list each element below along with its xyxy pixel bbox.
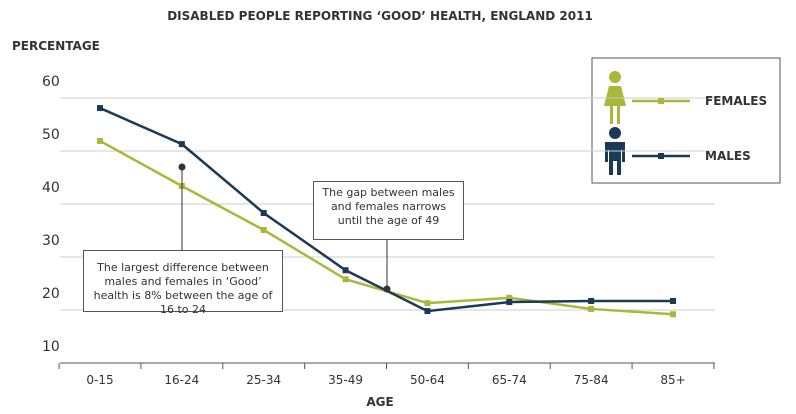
point (588, 305, 595, 312)
y-axis-label: PERCENTAGE (12, 39, 100, 53)
annotation-dot (383, 285, 391, 293)
point (342, 276, 349, 283)
x-tick-label: 16-24 (164, 373, 199, 387)
point (506, 294, 513, 301)
point (670, 297, 676, 304)
annotation: The largest difference between males and… (83, 250, 283, 316)
x-tick-label: 75-84 (574, 373, 609, 387)
legend-marker (658, 153, 664, 159)
point (342, 267, 349, 274)
point (97, 137, 103, 144)
legend-box (591, 57, 781, 184)
point (97, 105, 103, 112)
y-tick-label: 50 (42, 127, 60, 143)
point (424, 308, 431, 315)
y-tick-label: 20 (42, 286, 60, 302)
point (588, 297, 595, 304)
x-tick-label: 85+ (660, 373, 685, 387)
point (670, 311, 676, 318)
x-tick-label: 25-34 (246, 373, 281, 387)
legend-label: MALES (705, 149, 751, 163)
legend-marker (658, 98, 664, 104)
annotation-dot (178, 163, 186, 171)
point (260, 210, 267, 217)
point (260, 226, 267, 233)
y-tick-label: 40 (42, 180, 60, 196)
annotation: The gap between males and females narrow… (313, 181, 464, 240)
x-tick-label: 35-49 (328, 373, 363, 387)
point (178, 141, 185, 148)
point (424, 300, 431, 307)
y-tick-label: 60 (42, 74, 60, 90)
male-icon (605, 127, 625, 175)
x-tick-label: 0-15 (86, 373, 113, 387)
x-axis-label: AGE (366, 395, 393, 409)
y-tick-label: 10 (42, 339, 60, 355)
x-tick-label: 50-64 (410, 373, 445, 387)
y-tick-label: 30 (42, 233, 60, 249)
chart-title: DISABLED PEOPLE REPORTING ‘GOOD’ HEALTH,… (167, 9, 593, 23)
female-icon (604, 71, 626, 124)
point (506, 299, 513, 306)
x-tick-label: 65-74 (492, 373, 527, 387)
legend-label: FEMALES (705, 94, 767, 108)
